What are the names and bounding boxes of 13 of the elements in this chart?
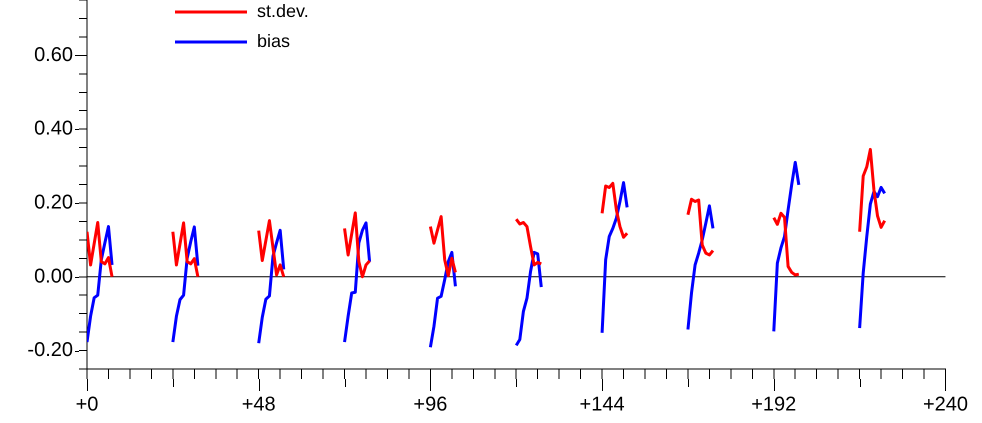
y-tick-label: -0.20	[27, 339, 73, 362]
x-tick-label: +96	[413, 394, 448, 416]
y-tick-label: 0.00	[34, 265, 73, 288]
y-tick-label: 0.40	[34, 118, 73, 140]
x-tick-label: +192	[751, 394, 796, 416]
legend-label: bias	[257, 30, 290, 51]
y-tick-label: 0.60	[34, 44, 73, 66]
x-tick-label: +48	[242, 394, 276, 416]
x-tick-label: +240	[922, 394, 968, 416]
y-tick-label: 0.20	[34, 191, 73, 214]
x-tick-label: +0	[76, 394, 98, 416]
legend-label: st.dev.	[257, 0, 309, 21]
x-tick-label: +144	[580, 394, 625, 416]
